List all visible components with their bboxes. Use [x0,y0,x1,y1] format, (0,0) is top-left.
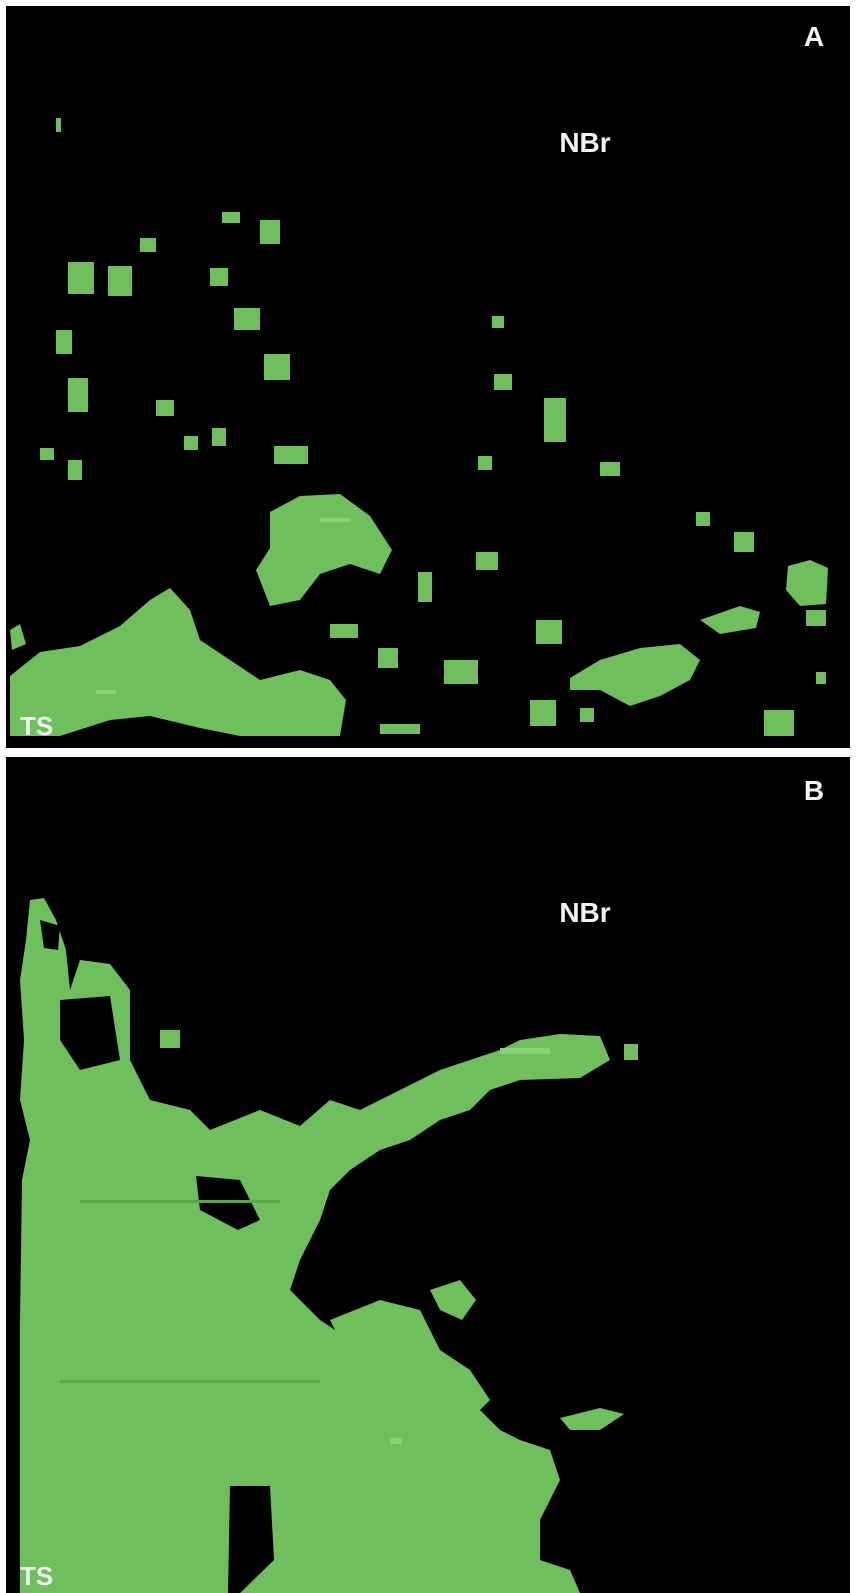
signal-region [156,400,174,416]
panel-b: B NBr TS [6,757,850,1593]
signal-region [56,330,72,354]
panel-label: A [804,21,824,52]
signal-region [536,620,562,644]
signal-region [380,724,420,734]
signal-region [68,378,88,412]
signal-region [264,354,290,380]
signal-region [210,268,228,286]
signal-region [320,518,350,522]
signal-region [734,532,754,552]
signal-region [274,446,308,464]
signal-region [260,220,280,244]
signal-region [492,316,504,328]
signal-region [96,690,116,694]
signal-region [806,610,826,626]
signal-region [234,308,260,330]
signal-region [600,462,620,476]
signal-region [500,1048,550,1054]
signal-region [390,1438,402,1444]
signal-region [80,1200,280,1203]
panel-a: A NBr TS [6,6,850,748]
signal-region [530,700,556,726]
signal-region [544,398,566,442]
signal-region [816,672,826,684]
signal-region [378,648,398,668]
signal-region [68,460,82,480]
signal-region [108,266,132,296]
signal-region [330,624,358,638]
signal-region [56,118,61,132]
region-label: NBr [559,127,610,158]
signal-region [444,660,478,684]
signal-region [696,512,710,526]
signal-region [580,708,594,722]
signal-region [160,1030,180,1048]
signal-region [764,710,794,736]
signal-region [624,1044,638,1060]
region-label: NBr [559,897,610,928]
signal-region [222,212,240,223]
signal-region [478,456,492,470]
signal-region [140,238,156,252]
signal-region [476,552,498,570]
signal-region [68,262,94,294]
signal-region [418,572,432,602]
signal-region [494,374,512,390]
corner-label: TS [20,711,53,741]
corner-label: TS [20,1561,53,1591]
signal-region [60,1380,320,1383]
figure: A NBr TS B NBr TS [0,0,856,1593]
page: {"panels": [ {"label": "A", "region": "N… [0,0,856,1593]
panel-label: B [804,775,824,806]
signal-region [212,428,226,446]
signal-region [184,436,198,450]
signal-region [40,448,54,460]
